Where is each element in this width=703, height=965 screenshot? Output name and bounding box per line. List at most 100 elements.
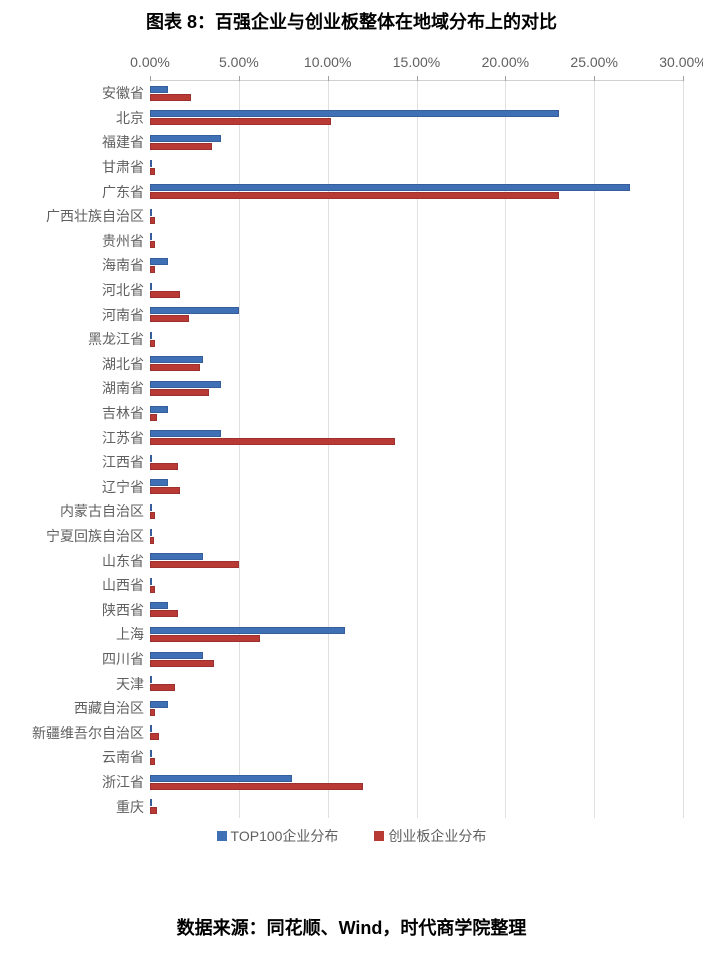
category-row: 内蒙古自治区: [150, 499, 683, 524]
bar: [150, 463, 178, 470]
bar: [150, 602, 168, 609]
category-row: 黑龙江省: [150, 327, 683, 352]
x-tick-label: 15.00%: [393, 54, 440, 70]
bar: [150, 118, 331, 125]
y-axis-label: 北京: [116, 108, 150, 128]
y-axis-label: 天津: [116, 674, 150, 694]
bar: [150, 578, 152, 585]
bar: [150, 307, 239, 314]
bar: [150, 758, 155, 765]
y-axis-label: 海南省: [102, 255, 150, 275]
gridline: [683, 81, 684, 818]
bar: [150, 799, 152, 806]
y-axis-label: 新疆维吾尔自治区: [32, 723, 150, 743]
y-axis-label: 甘肃省: [102, 157, 150, 177]
category-row: 西藏自治区: [150, 696, 683, 721]
x-tick-label: 30.00%: [659, 54, 703, 70]
y-axis-label: 云南省: [102, 747, 150, 767]
bar: [150, 430, 221, 437]
y-axis-label: 四川省: [102, 649, 150, 669]
bar: [150, 775, 292, 782]
x-tick-label: 20.00%: [482, 54, 529, 70]
bar: [150, 389, 209, 396]
category-row: 辽宁省: [150, 475, 683, 500]
bar: [150, 512, 155, 519]
category-row: 天津: [150, 671, 683, 696]
category-row: 江苏省: [150, 425, 683, 450]
bar: [150, 733, 159, 740]
bar: [150, 414, 157, 421]
category-row: 上海: [150, 622, 683, 647]
y-axis-label: 内蒙古自治区: [60, 501, 150, 521]
bar: [150, 192, 559, 199]
x-tick-label: 10.00%: [304, 54, 351, 70]
bar: [150, 725, 152, 732]
category-row: 河北省: [150, 278, 683, 303]
bar: [150, 340, 155, 347]
y-axis-label: 贵州省: [102, 231, 150, 251]
bar: [150, 168, 155, 175]
y-axis-label: 广东省: [102, 182, 150, 202]
x-tick-label: 25.00%: [570, 54, 617, 70]
legend-label: TOP100企业分布: [231, 828, 339, 844]
legend-swatch: [374, 831, 384, 841]
bar: [150, 529, 152, 536]
bar: [150, 701, 168, 708]
bar: [150, 455, 152, 462]
bar: [150, 406, 168, 413]
bar: [150, 233, 152, 240]
bar: [150, 627, 345, 634]
legend-swatch: [217, 831, 227, 841]
legend-item: TOP100企业分布: [217, 826, 339, 846]
bar: [150, 479, 168, 486]
x-tick-label: 5.00%: [219, 54, 259, 70]
bar: [150, 217, 155, 224]
category-row: 江西省: [150, 450, 683, 475]
bar: [150, 709, 155, 716]
category-row: 四川省: [150, 647, 683, 672]
chart-source: 数据来源：同花顺、Wind，时代商学院整理: [0, 914, 703, 940]
bar: [150, 537, 154, 544]
category-row: 山西省: [150, 573, 683, 598]
category-row: 新疆维吾尔自治区: [150, 721, 683, 746]
y-axis-label: 上海: [116, 624, 150, 644]
bar: [150, 110, 559, 117]
category-row: 山东省: [150, 548, 683, 573]
bar: [150, 364, 200, 371]
category-row: 云南省: [150, 745, 683, 770]
y-axis-label: 西藏自治区: [74, 698, 150, 718]
legend-item: 创业板企业分布: [374, 826, 486, 846]
bar: [150, 676, 152, 683]
y-axis-label: 黑龙江省: [88, 329, 150, 349]
bar: [150, 315, 189, 322]
bar: [150, 291, 180, 298]
bar: [150, 504, 152, 511]
category-row: 贵州省: [150, 229, 683, 254]
category-row: 吉林省: [150, 401, 683, 426]
category-row: 安徽省: [150, 81, 683, 106]
y-axis-label: 湖北省: [102, 354, 150, 374]
bar: [150, 438, 395, 445]
category-row: 福建省: [150, 130, 683, 155]
bar: [150, 184, 630, 191]
y-axis-label: 江苏省: [102, 428, 150, 448]
category-row: 海南省: [150, 253, 683, 278]
bar: [150, 356, 203, 363]
plot-area: 安徽省北京福建省甘肃省广东省广西壮族自治区贵州省海南省河北省河南省黑龙江省湖北省…: [150, 80, 683, 818]
bar: [150, 94, 191, 101]
chart-title: 图表 8：百强企业与创业板整体在地域分布上的对比: [0, 0, 703, 52]
chart-area: 0.00%5.00%10.00%15.00%20.00%25.00%30.00%…: [150, 52, 683, 812]
y-axis-label: 陕西省: [102, 600, 150, 620]
x-tick-label: 0.00%: [130, 54, 170, 70]
y-axis-label: 吉林省: [102, 403, 150, 423]
bar: [150, 553, 203, 560]
y-axis-label: 浙江省: [102, 772, 150, 792]
bar: [150, 750, 152, 757]
y-axis-label: 宁夏回族自治区: [46, 526, 150, 546]
legend-label: 创业板企业分布: [388, 828, 486, 844]
bar: [150, 143, 212, 150]
bar: [150, 258, 168, 265]
y-axis-label: 重庆: [116, 797, 150, 817]
category-row: 北京: [150, 106, 683, 131]
category-row: 广东省: [150, 179, 683, 204]
